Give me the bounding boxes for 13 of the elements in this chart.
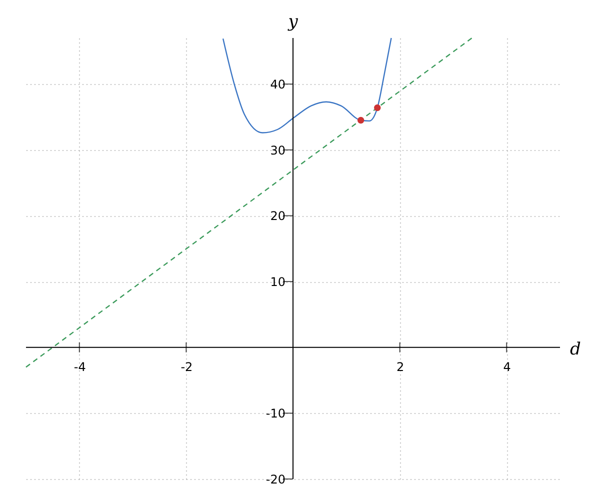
- y-tick-label: 40: [270, 78, 286, 92]
- line-series: [222, 37, 392, 134]
- y-tick-label: 20: [270, 209, 286, 224]
- y-tick-label: -10: [266, 406, 286, 421]
- y-tick-label: -20: [266, 472, 286, 486]
- x-tick-label: -4: [74, 360, 86, 374]
- y-tick-label: 10: [270, 275, 286, 290]
- y-axis-title: y: [287, 12, 298, 32]
- y-tick-label: 30: [270, 143, 286, 158]
- x-axis-title: d: [570, 339, 581, 360]
- x-tick-label: 2: [396, 360, 404, 374]
- x-tick-label: -2: [180, 360, 193, 374]
- x-tick-label: 4: [503, 360, 511, 374]
